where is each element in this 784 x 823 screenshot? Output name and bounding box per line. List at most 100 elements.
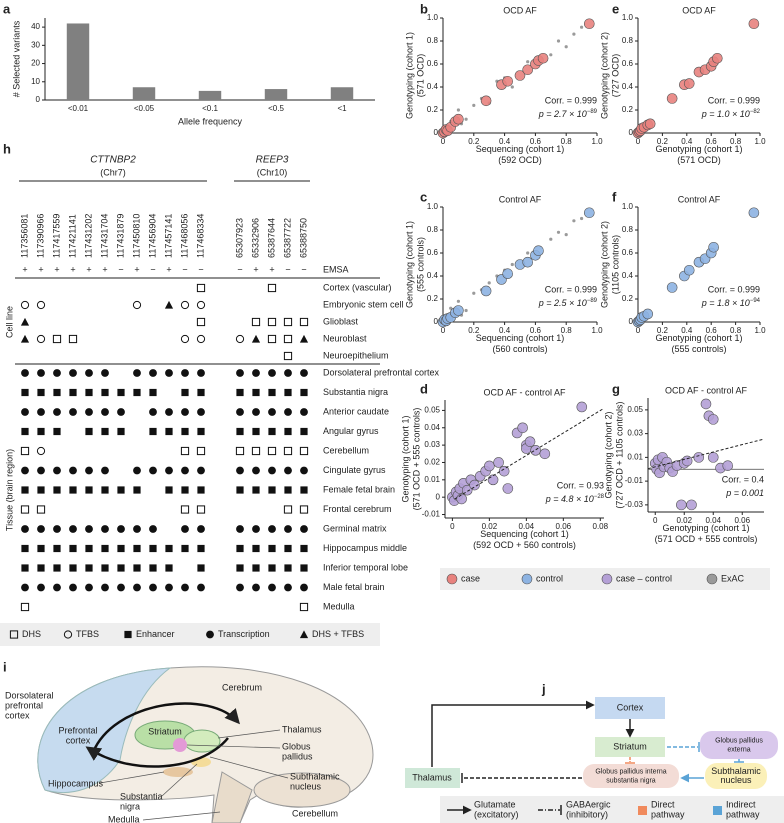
- annotation-symbol: [165, 583, 173, 592]
- x-tick-label: 0.4: [681, 326, 693, 335]
- p-value-exponent: −28: [594, 494, 605, 500]
- annotation-symbol: [117, 564, 125, 572]
- annotation-symbol: [69, 466, 77, 475]
- annotation-symbol: [164, 300, 174, 309]
- point: [681, 455, 693, 467]
- annotation-symbol: [267, 283, 277, 293]
- cerebellum: [253, 772, 351, 808]
- emsa-result: +: [102, 264, 107, 274]
- annotation-symbol: [165, 486, 173, 494]
- annotation-symbol: [251, 317, 261, 327]
- row-label: Male fetal brain: [323, 582, 385, 592]
- position-label: 117468334: [195, 214, 205, 258]
- point: [510, 262, 514, 267]
- annotation-symbol: [197, 525, 205, 533]
- striatum-box: [595, 737, 665, 757]
- annotation-symbol: [101, 466, 109, 475]
- chart-title: OCD AF: [503, 5, 537, 15]
- y-tick-label: 0.4: [427, 271, 439, 280]
- point: [583, 18, 595, 30]
- annotation-symbol: [133, 486, 141, 494]
- chart-title: OCD AF - control AF: [665, 385, 748, 395]
- annotation-symbol: [117, 486, 125, 494]
- p-value-exponent: −94: [750, 298, 761, 304]
- annotation-symbol: [300, 427, 308, 436]
- point: [572, 32, 576, 36]
- y-tick-label: 0.2: [622, 105, 634, 114]
- panel-letter: j: [541, 681, 546, 696]
- y-tick-label: 0.02: [424, 458, 440, 467]
- annotation-symbol: [53, 427, 61, 436]
- panel-letter: i: [3, 659, 7, 674]
- chart-title: Control AF: [499, 194, 542, 204]
- annotation-symbol: [268, 388, 276, 397]
- annotation-symbol: [300, 486, 308, 494]
- legend-label: case – control: [616, 573, 672, 583]
- correlation: Corr. = 0.93: [557, 480, 604, 490]
- row-label: Cingulate gyrus: [323, 465, 386, 475]
- annotation-symbol: [149, 388, 157, 397]
- point: [464, 117, 468, 121]
- brain-label: Hippocampus: [48, 778, 104, 788]
- correlation: Corr. = 0.999: [545, 284, 597, 294]
- emsa-result: −: [118, 264, 123, 274]
- point: [487, 281, 491, 285]
- annotation-symbol: [53, 486, 61, 494]
- annotation-symbol: [53, 369, 61, 377]
- annotation-symbol: [180, 446, 190, 456]
- emsa-result: −: [285, 264, 290, 274]
- brain-label: Dorsolateral: [5, 690, 54, 700]
- annotation-symbol: [85, 369, 93, 377]
- y-tick-label: 0.05: [424, 406, 440, 415]
- x-tick-label: 1.0: [591, 137, 603, 146]
- point: [683, 78, 695, 89]
- chromosome: (Chr10): [257, 167, 288, 177]
- annotation-symbol: [181, 408, 189, 416]
- brain-label: Subthalamic: [290, 771, 340, 781]
- row-label: Frontal cerebrum: [323, 504, 392, 514]
- annotation-symbol: [236, 369, 244, 377]
- annotation-symbol: [133, 388, 141, 397]
- point: [530, 445, 541, 456]
- y-axis-label: (555 controls): [415, 237, 425, 292]
- row-label: Female fetal brain: [323, 484, 395, 494]
- annotation-symbol: [236, 583, 244, 592]
- x-axis-label: Genotyping (cohort 1): [655, 144, 742, 154]
- point: [480, 95, 492, 107]
- x-tick-label: 0.06: [734, 516, 750, 525]
- p-value-text: p = 1.8 × 10: [701, 298, 750, 308]
- p-value-text: p = 2.7 × 10: [538, 109, 587, 119]
- annotation-symbol: [197, 583, 205, 592]
- point: [456, 299, 460, 303]
- annotation-symbol: [149, 408, 157, 416]
- point: [502, 483, 514, 494]
- annotation-symbol: [236, 466, 244, 475]
- point: [683, 264, 695, 276]
- y-axis-label: (571 OCD + 555 controls): [411, 408, 421, 511]
- annotation-symbol: [69, 408, 77, 416]
- annotation-symbol: [149, 544, 157, 553]
- annotation-symbol: [69, 486, 77, 494]
- y-tick-label: 0.8: [427, 225, 439, 234]
- annotation-symbol: [21, 525, 29, 533]
- point: [676, 499, 687, 511]
- p-value: p = 4.8 × 10−28: [545, 494, 605, 505]
- legend-direct: [638, 806, 647, 815]
- point: [493, 457, 504, 468]
- annotation-symbol: [300, 564, 308, 572]
- annotation-symbol: [181, 583, 189, 592]
- annotation-symbol: [268, 408, 276, 416]
- x-axis-label: Sequencing (cohort 1): [476, 333, 565, 343]
- point: [510, 85, 514, 89]
- chart-title: OCD AF: [682, 5, 716, 15]
- annotation-symbol: [197, 388, 205, 397]
- annotation-symbol: [252, 388, 260, 397]
- point: [514, 70, 526, 81]
- node-label: Cortex: [617, 702, 644, 712]
- leader-line: [209, 756, 289, 779]
- annotation-symbol: [149, 525, 157, 533]
- x-tick-label: 0.2: [468, 137, 480, 146]
- row-label: Neuroepithelium: [323, 350, 389, 360]
- point: [537, 52, 549, 64]
- annotation-symbol: [181, 525, 189, 533]
